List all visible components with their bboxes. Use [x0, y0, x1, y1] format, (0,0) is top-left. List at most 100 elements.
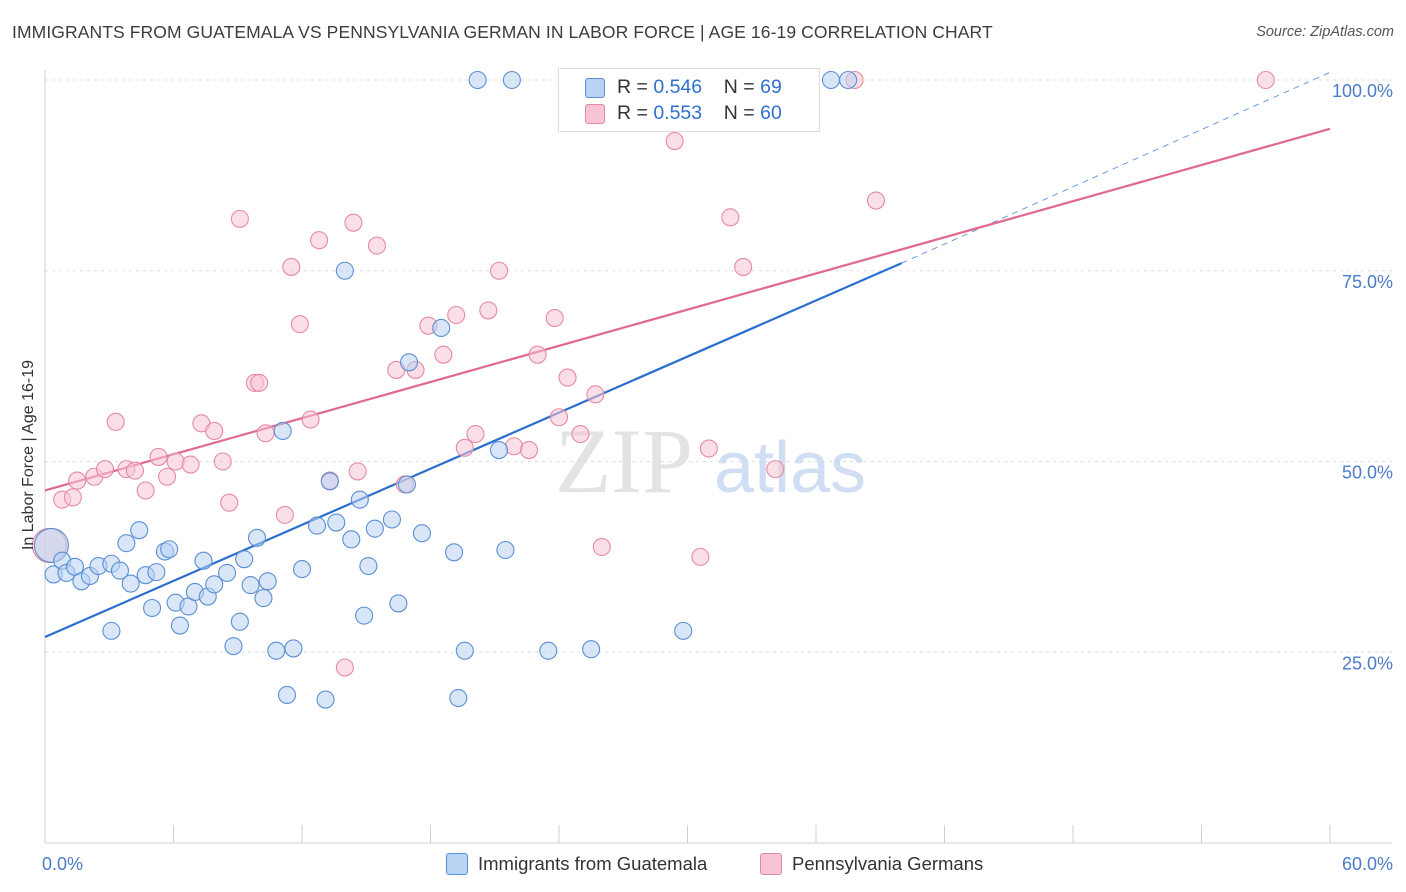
- point-pa-german: [310, 231, 329, 250]
- point-guatemala: [350, 490, 369, 509]
- point-guatemala: [230, 612, 249, 631]
- point-pa-german: [558, 368, 577, 387]
- point-guatemala: [160, 540, 179, 559]
- point-guatemala: [455, 641, 474, 660]
- point-pa-german: [367, 236, 387, 255]
- point-pa-german: [586, 385, 605, 404]
- point-guatemala: [320, 472, 339, 491]
- legend-n-label: N =: [723, 76, 755, 98]
- point-pa-german: [734, 257, 753, 276]
- point-guatemala: [582, 640, 601, 659]
- point-pa-german: [479, 301, 498, 320]
- point-guatemala: [224, 637, 243, 656]
- tick-labels: 25.0% 50.0% 75.0% 100.0% 0.0% 60.0%: [42, 81, 1393, 874]
- point-guatemala: [335, 261, 354, 280]
- point-guatemala: [449, 688, 468, 708]
- point-pa-german: [434, 345, 453, 364]
- point-pa-german: [766, 460, 785, 479]
- point-guatemala: [194, 551, 213, 570]
- point-guatemala: [102, 621, 121, 640]
- x-tick-label: 0.0%: [42, 854, 83, 874]
- point-guatemala: [130, 521, 149, 540]
- point-pa-german: [125, 461, 144, 480]
- point-pa-german: [455, 438, 474, 457]
- point-guatemala: [205, 575, 224, 594]
- x-tick-label: 60.0%: [1342, 854, 1393, 874]
- point-pa-german: [181, 455, 200, 474]
- legend-n-label: N =: [723, 102, 755, 124]
- point-pa-german: [592, 537, 611, 557]
- point-guatemala: [397, 475, 416, 494]
- point-guatemala: [241, 576, 260, 595]
- pink-points: [31, 70, 1275, 677]
- point-pa-german: [571, 424, 590, 444]
- point-guatemala: [273, 421, 292, 441]
- point-pa-german: [63, 488, 82, 507]
- point-guatemala: [292, 560, 312, 579]
- point-pa-german: [447, 305, 466, 325]
- point-guatemala: [327, 513, 346, 532]
- point-guatemala: [839, 70, 858, 90]
- point-pa-german: [256, 424, 275, 443]
- legend-r-label: R =: [617, 102, 648, 124]
- point-pa-german: [699, 439, 718, 458]
- point-pa-german: [545, 309, 564, 328]
- point-pa-german: [290, 315, 309, 334]
- trend-lines: [44, 71, 1331, 638]
- watermark-zip: ZIP: [555, 410, 693, 512]
- point-pa-german: [504, 437, 524, 456]
- legend-n-value: 60: [760, 102, 782, 124]
- legend-r-value: 0.553: [653, 102, 703, 124]
- point-pa-german: [489, 261, 509, 280]
- point-pa-german: [549, 408, 569, 427]
- point-pa-german: [95, 460, 115, 479]
- legend-n-value: 69: [760, 76, 782, 98]
- point-guatemala: [117, 534, 136, 553]
- point-guatemala: [382, 510, 402, 529]
- point-pa-german: [528, 345, 547, 364]
- point-guatemala: [355, 606, 374, 625]
- legend-swatch-pink: [585, 104, 605, 124]
- point-pa-german: [166, 452, 185, 471]
- y-tick-label: 25.0%: [1342, 653, 1393, 673]
- point-pa-german: [213, 452, 232, 471]
- point-guatemala: [267, 641, 286, 660]
- bottom-legend-swatch-blue: [446, 853, 468, 875]
- point-pa-german: [106, 412, 125, 431]
- point-pa-german: [136, 481, 155, 500]
- point-guatemala: [342, 530, 361, 549]
- point-guatemala: [147, 563, 166, 582]
- point-pa-german: [149, 447, 168, 466]
- point-guatemala: [359, 556, 378, 576]
- y-axis-title: In Labor Force | Age 16-19: [20, 360, 37, 550]
- watermark-atlas: atlas: [714, 428, 866, 508]
- point-guatemala: [121, 574, 140, 593]
- point-guatemala: [235, 550, 254, 569]
- point-pa-german: [220, 493, 239, 512]
- blue-points: [33, 70, 858, 709]
- legend-r-value: 0.546: [653, 76, 703, 98]
- axes: [44, 70, 1392, 844]
- point-guatemala: [284, 639, 303, 658]
- point-guatemala: [316, 690, 335, 709]
- point-guatemala: [365, 519, 384, 538]
- point-pa-german: [158, 467, 177, 486]
- point-pa-german: [344, 213, 363, 232]
- point-pa-german: [250, 373, 269, 392]
- watermark: ZIP atlas: [555, 410, 866, 512]
- point-guatemala: [170, 616, 189, 635]
- bottom-legend-label: Immigrants from Guatemala: [478, 853, 708, 874]
- trend-line-guatemala-extension: [901, 71, 1331, 264]
- point-pa-german: [348, 462, 367, 481]
- point-pa-german: [1256, 70, 1275, 90]
- point-guatemala: [277, 685, 297, 705]
- y-tick-label: 100.0%: [1332, 81, 1393, 101]
- point-guatemala: [400, 353, 419, 372]
- point-guatemala: [307, 516, 327, 535]
- point-guatemala: [254, 589, 273, 608]
- point-pa-german: [68, 471, 87, 490]
- point-pa-german: [519, 441, 539, 460]
- point-pa-german: [866, 191, 886, 210]
- legend-r-label: R =: [617, 76, 648, 98]
- point-pa-german: [301, 410, 320, 429]
